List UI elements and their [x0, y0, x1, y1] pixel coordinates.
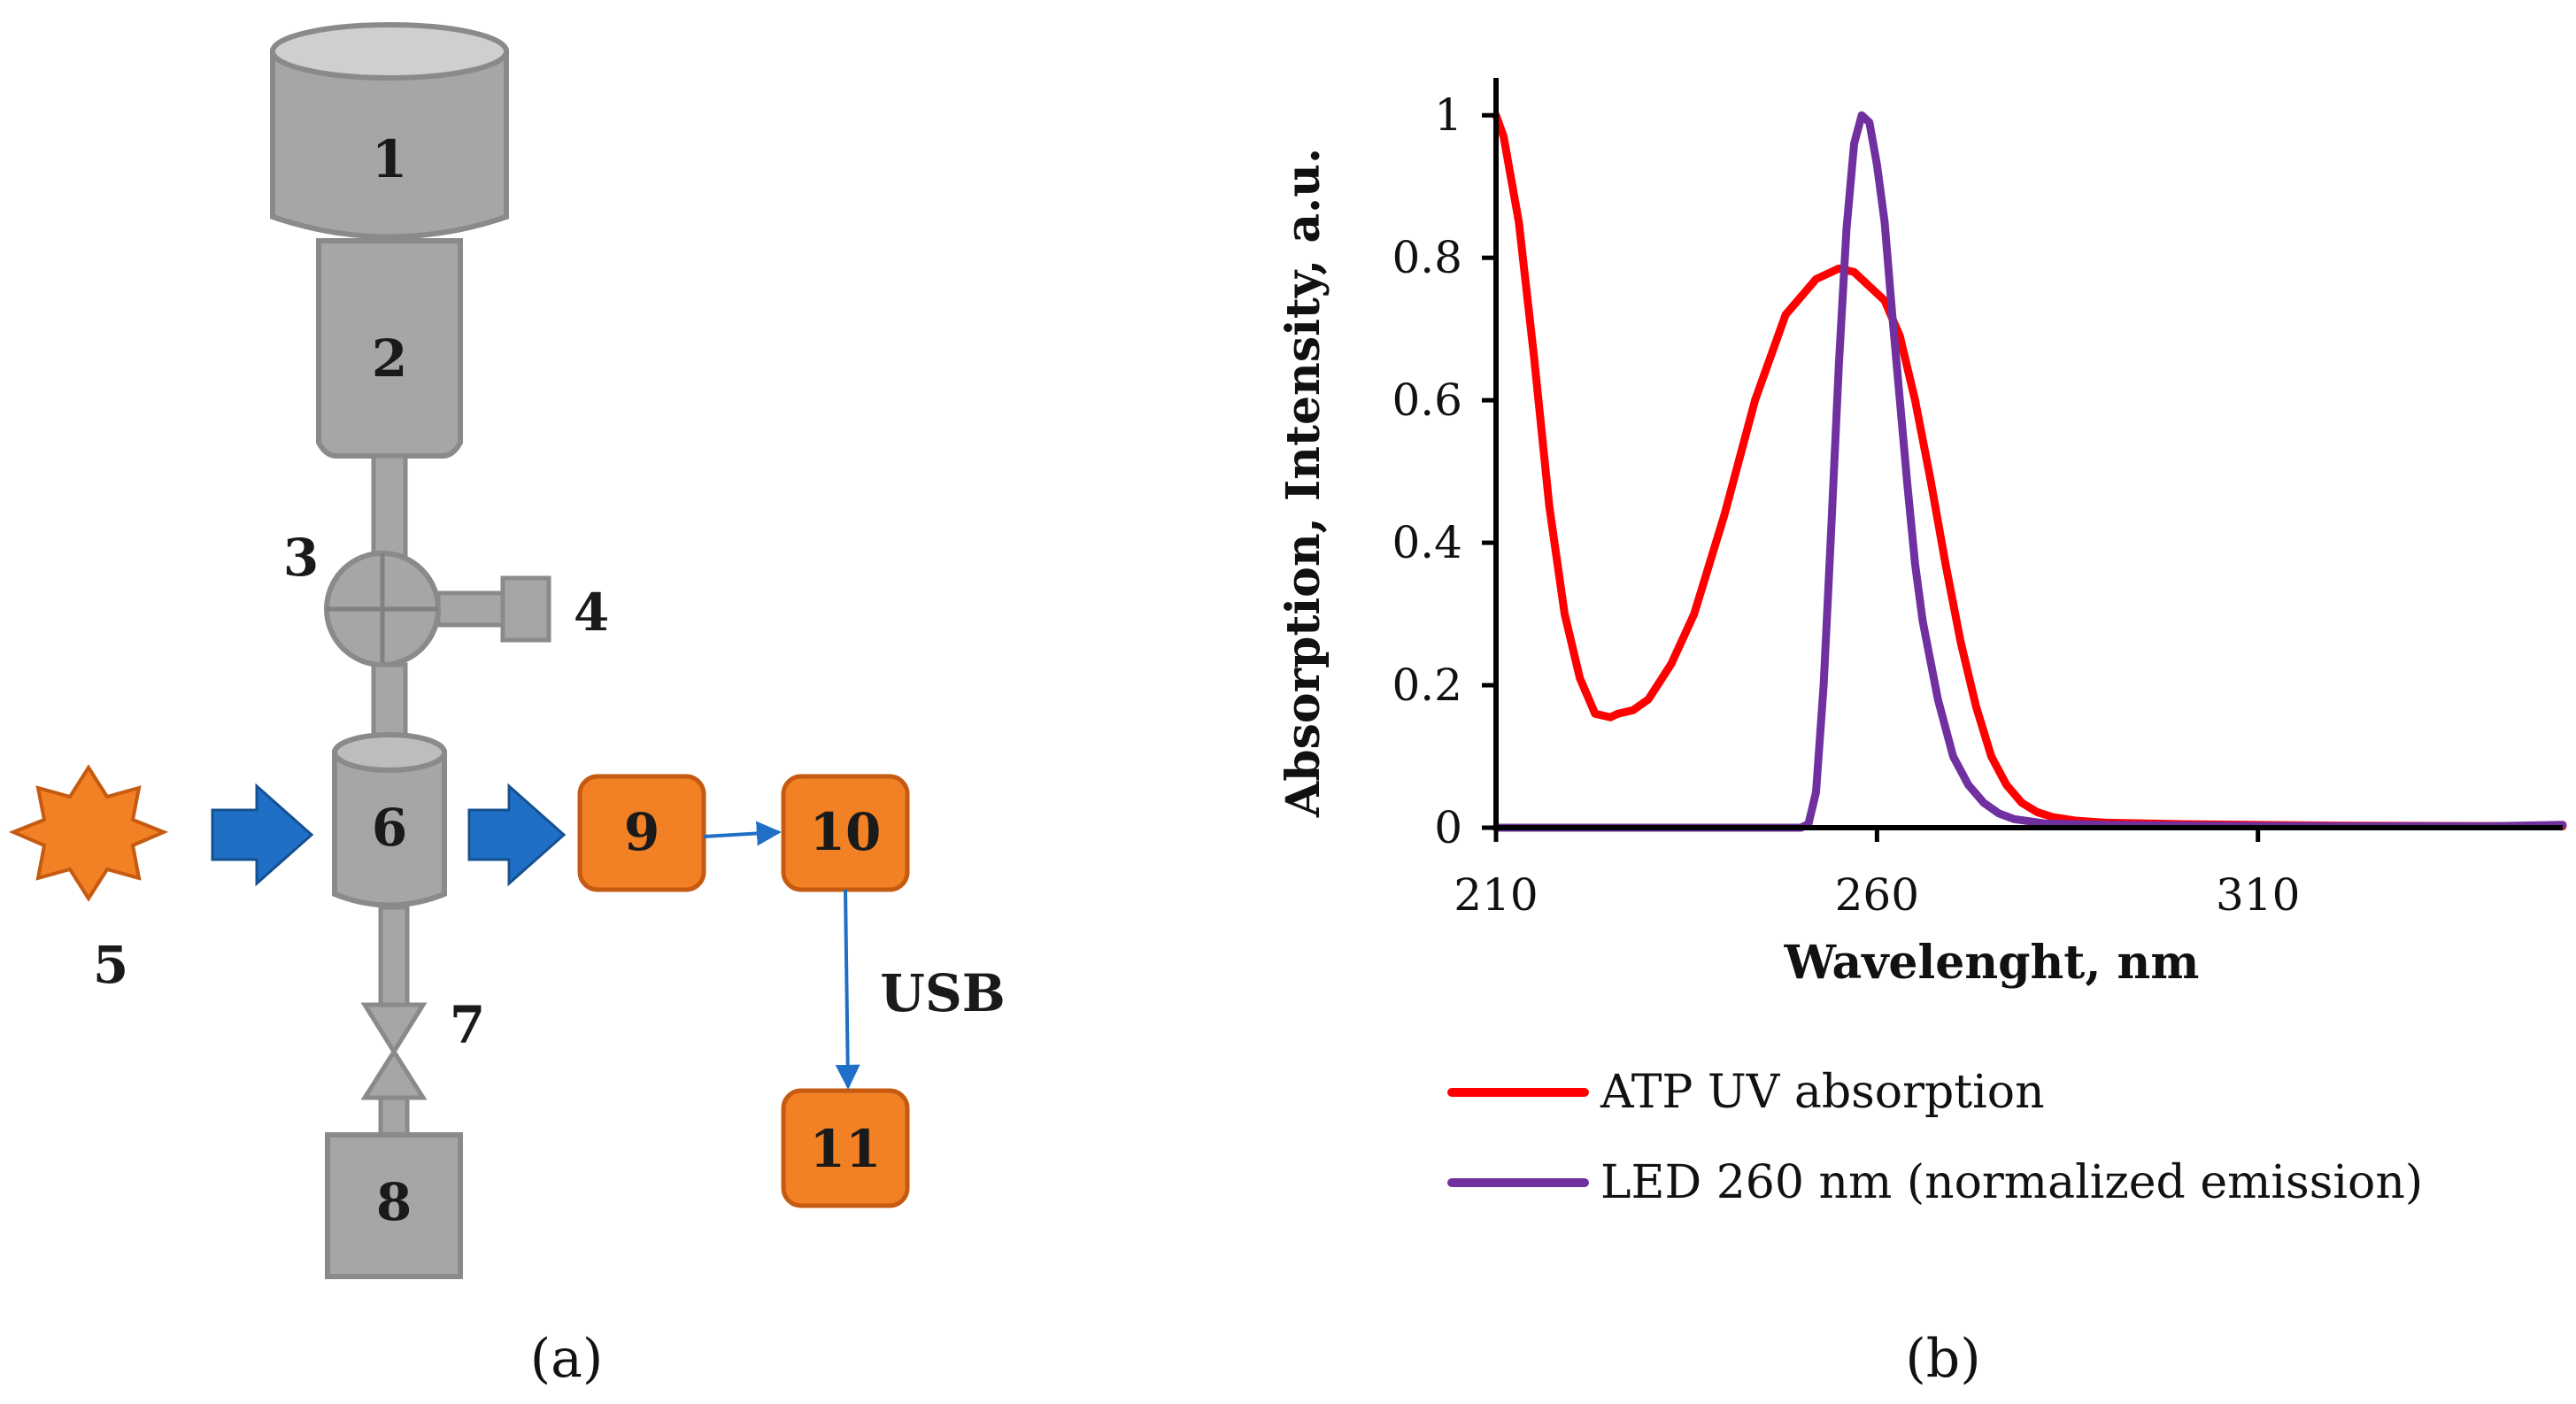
x-tick-label: 210 — [1454, 869, 1538, 921]
component-1-label: 1 — [372, 129, 407, 189]
arrow-10-to-11 — [835, 889, 860, 1090]
component-2-label: 2 — [372, 328, 407, 389]
y-tick-label: 1 — [1434, 89, 1462, 141]
component-4-label: 4 — [574, 582, 609, 643]
pipe-3-6 — [371, 662, 408, 747]
panel-a-schematic: 1 2 3 4 5 — [8, 22, 1006, 1390]
component-7-valve: 7 — [360, 995, 485, 1100]
usb-label: USB — [880, 963, 1006, 1023]
component-9-label: 9 — [624, 802, 659, 862]
chart-axes — [1493, 78, 2563, 830]
chart-legend: ATP UV absorption LED 260 nm (normalized… — [1447, 1066, 2423, 1209]
chart-ticks: 210 260 310 0 0.2 0.4 0.6 0.8 1 — [1392, 89, 2300, 921]
legend-label-atp: ATP UV absorption — [1600, 1066, 2045, 1119]
y-tick-label: 0.2 — [1392, 660, 1462, 711]
component-1-cylinder: 1 — [270, 22, 509, 240]
component-7-label: 7 — [450, 995, 485, 1055]
legend-label-led: LED 260 nm (normalized emission) — [1600, 1156, 2423, 1209]
panel-b-chart: 210 260 310 0 0.2 0.4 0.6 0.8 1 Wavelenght, nm A… — [1276, 78, 2567, 1390]
pipe-7-8 — [378, 1095, 410, 1140]
y-axis-label: Absorption, Intensity, a.u. — [1276, 148, 1330, 818]
x-tick-label: 260 — [1835, 869, 1919, 921]
series-line-atp-absorption — [1492, 111, 2567, 830]
y-tick-label: 0 — [1434, 802, 1462, 853]
component-10-label: 10 — [810, 802, 882, 862]
component-3-label: 3 — [283, 528, 319, 588]
component-4-box: 4 — [500, 575, 609, 643]
panel-a-caption: (a) — [530, 1328, 604, 1390]
component-6-label: 6 — [372, 798, 407, 858]
light-output-arrow — [467, 783, 567, 887]
component-11-computer: 11 — [781, 1088, 910, 1208]
component-11-label: 11 — [810, 1119, 882, 1179]
y-tick-label: 0.8 — [1392, 232, 1462, 283]
component-8-box: 8 — [325, 1132, 463, 1279]
y-tick-label: 0.4 — [1392, 517, 1462, 568]
component-6-cuvette: 6 — [332, 732, 447, 908]
y-tick-label: 0.6 — [1392, 374, 1462, 426]
series-line-led-emission — [1492, 111, 2567, 832]
light-input-arrow — [211, 783, 314, 887]
component-5-star: 5 — [8, 764, 169, 995]
chart-plot-area — [1492, 111, 2567, 832]
arrow-9-to-10 — [703, 821, 782, 846]
component-5-label: 5 — [93, 935, 128, 995]
component-8-label: 8 — [376, 1172, 412, 1232]
panel-b-caption: (b) — [1905, 1328, 1980, 1390]
component-2-body: 2 — [316, 238, 463, 459]
component-9-detector: 9 — [577, 774, 706, 892]
x-axis-label: Wavelenght, nm — [1784, 936, 2200, 990]
component-10-module: 10 — [781, 774, 910, 892]
x-tick-label: 310 — [2216, 869, 2300, 921]
component-3-valve: 3 — [283, 528, 516, 667]
pipe-6-7 — [378, 905, 410, 1007]
